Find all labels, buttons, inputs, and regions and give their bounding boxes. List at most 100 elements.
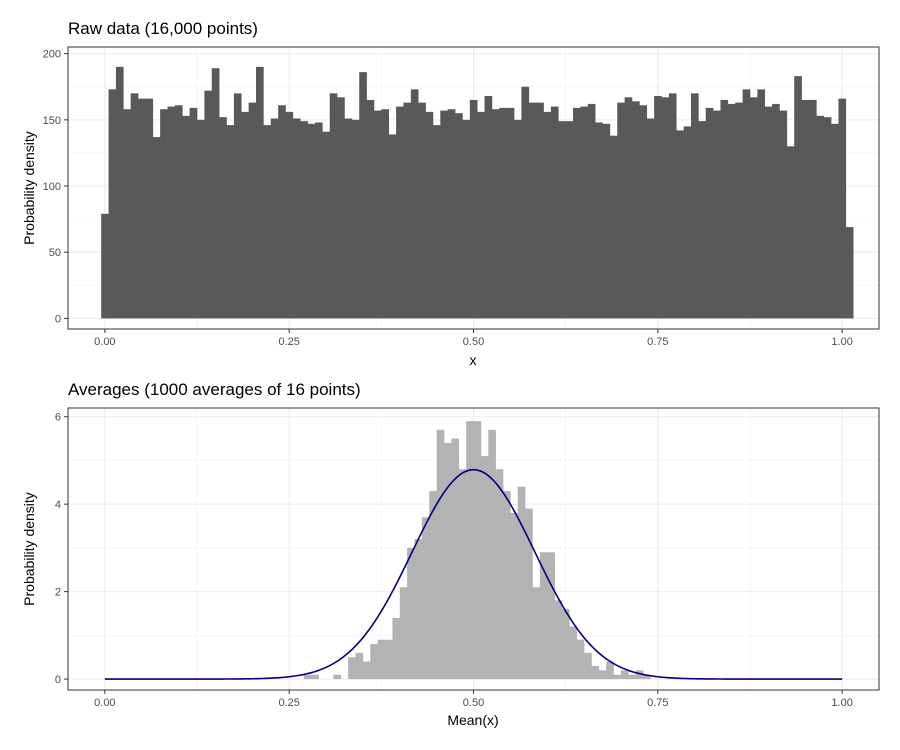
histogram-bar	[197, 119, 205, 319]
histogram-bar	[528, 102, 537, 319]
histogram-bar	[573, 107, 581, 319]
y-tick-label: 0	[55, 313, 61, 325]
histogram-bar	[311, 674, 319, 680]
histogram-bar	[152, 137, 161, 319]
x-tick-label: 0.00	[94, 697, 115, 709]
histogram-bar	[554, 600, 563, 680]
histogram-bar	[337, 97, 345, 319]
histogram-bar	[720, 99, 729, 319]
histogram-bar	[359, 72, 367, 319]
histogram-bar	[561, 609, 570, 680]
histogram-bar	[174, 105, 183, 319]
histogram-bar	[348, 657, 356, 680]
histogram-bar	[735, 102, 743, 319]
axis-ticks: 0.00 0.25 0.50 0.75 1.00 0 50 100 150 200	[43, 49, 853, 348]
histogram-bar	[584, 652, 592, 680]
histogram-bar	[436, 429, 445, 680]
x-tick-label: 0.75	[647, 336, 668, 348]
histogram-bar	[263, 125, 272, 319]
histogram-bar	[502, 491, 511, 680]
histogram-bar	[219, 117, 227, 319]
histogram-bar	[488, 429, 496, 680]
histogram-bar	[451, 438, 460, 680]
histogram-bar	[484, 95, 493, 319]
histogram-bar	[466, 421, 474, 680]
axis-ticks: 0.00 0.25 0.50 0.75 1.00 0 2 4 6	[55, 412, 853, 709]
histogram-bar	[322, 131, 331, 319]
y-tick-label: 200	[43, 49, 61, 61]
histogram-bar	[388, 134, 397, 319]
histogram-bar	[639, 105, 648, 319]
histogram-bar	[742, 89, 751, 319]
x-tick-label: 0.25	[278, 336, 299, 348]
chart-title-averages: Averages (1000 averages of 16 points)	[68, 380, 361, 399]
histogram-bar	[366, 99, 375, 319]
histogram-bar	[370, 644, 378, 680]
histogram-bar	[233, 93, 242, 319]
histogram-bar	[602, 123, 611, 319]
histogram-bar	[772, 103, 780, 319]
x-axis-label: Mean(x)	[447, 712, 498, 728]
y-axis-label: Probability density	[21, 131, 37, 245]
histogram-bar	[550, 106, 559, 319]
histogram-bar	[690, 93, 699, 319]
histogram-bar	[808, 99, 817, 319]
histogram-bar	[351, 119, 360, 319]
histogram-bar	[421, 517, 430, 680]
histogram-bar	[314, 122, 323, 319]
histogram-bar	[462, 119, 471, 319]
histogram-bar	[727, 103, 736, 319]
histogram-bar	[303, 674, 312, 680]
histogram-bar	[115, 66, 124, 319]
histogram-bar	[138, 98, 146, 319]
histogram-bar	[160, 109, 168, 319]
histogram-bar	[620, 670, 629, 680]
histogram-bar	[643, 674, 651, 680]
histogram-bar	[285, 111, 294, 319]
histogram-bar	[595, 122, 603, 319]
y-tick-label: 150	[43, 115, 61, 127]
histogram-bar	[333, 674, 342, 680]
histogram-bar	[410, 89, 419, 319]
histogram-bar	[432, 125, 441, 319]
histogram-bar	[838, 98, 847, 319]
histogram-bar	[495, 469, 504, 680]
histogram-bar	[473, 421, 482, 680]
histogram-bar	[241, 111, 249, 319]
histogram-bar	[617, 102, 625, 319]
x-tick-label: 1.00	[831, 697, 852, 709]
histogram-bar	[414, 539, 423, 680]
histogram-bar	[469, 99, 478, 319]
histogram-bar	[510, 512, 519, 680]
histogram-bar	[491, 109, 500, 319]
histogram-bar	[794, 76, 802, 319]
histogram-bar	[189, 107, 198, 319]
histogram-bar	[816, 115, 825, 319]
y-tick-label: 100	[43, 181, 61, 193]
histogram-bar	[764, 106, 773, 319]
histogram-bar	[167, 106, 176, 319]
histogram-bar	[455, 113, 463, 319]
histogram-bar	[145, 98, 154, 319]
histogram-bar	[654, 95, 662, 319]
y-tick-label: 50	[49, 247, 61, 259]
histogram-bar	[521, 86, 530, 319]
histogram-bar	[256, 66, 264, 319]
histogram-bar	[565, 121, 574, 319]
histogram-bar	[418, 102, 426, 319]
histogram-bar	[204, 90, 213, 319]
x-tick-label: 0.00	[94, 336, 115, 348]
histogram-bars	[101, 66, 854, 319]
histogram-bar	[477, 111, 485, 319]
histogram-bar	[373, 110, 382, 319]
histogram-bar	[591, 665, 600, 680]
histogram-bar	[779, 110, 788, 319]
histogram-bar	[713, 110, 721, 319]
histogram-bar	[396, 106, 404, 319]
chart-title-raw: Raw data (16,000 points)	[68, 19, 258, 38]
histogram-bar	[270, 118, 279, 319]
histogram-bar	[661, 97, 670, 319]
density-curve	[104, 468, 843, 680]
